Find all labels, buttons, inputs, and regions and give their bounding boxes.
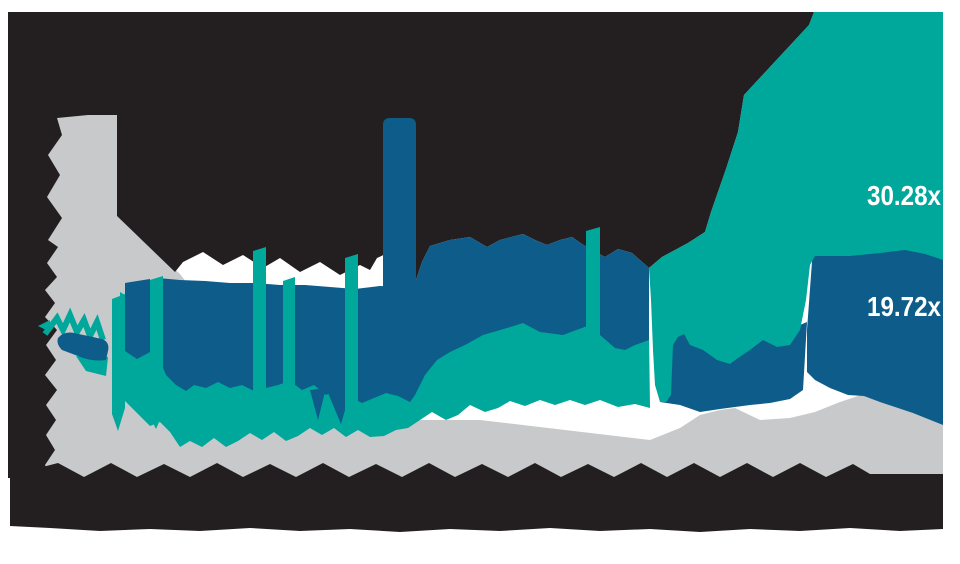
blue-right-mass [807, 247, 943, 425]
teal-under-band [120, 292, 650, 447]
blue-series-area [57, 118, 943, 425]
teal-stripe [283, 277, 295, 440]
blue-small-column [125, 279, 150, 359]
teal-stripes [112, 227, 600, 440]
teal-left-tick [38, 320, 50, 332]
teal-left-blob [76, 356, 108, 376]
teal-stripe [253, 247, 266, 420]
blue-left-blob [57, 332, 109, 361]
gray-baseline-band [45, 394, 943, 478]
black-bottom-band [10, 463, 943, 532]
teal-squiggle [42, 307, 106, 344]
blue-column [383, 118, 416, 290]
teal-stripe [150, 276, 163, 429]
blue-main-mass [158, 234, 649, 403]
blue-poke-wedge [310, 388, 326, 420]
teal-series-end-label: 30.28x [867, 180, 941, 211]
teal-stripe [112, 294, 125, 431]
teal-stripe [345, 254, 358, 429]
teal-area-wedge [649, 12, 943, 402]
teal-stripe [586, 227, 600, 399]
blue-series-end-label: 19.72x [867, 291, 941, 322]
